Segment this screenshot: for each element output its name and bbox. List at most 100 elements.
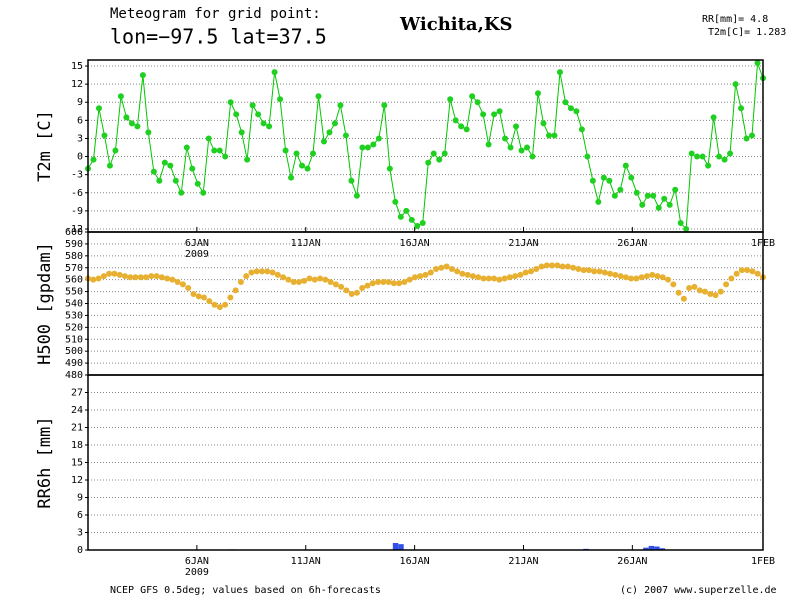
dot <box>485 275 492 282</box>
dot <box>169 276 176 283</box>
dot <box>343 287 350 294</box>
dot <box>406 276 413 283</box>
marker <box>743 135 750 142</box>
marker <box>408 216 415 223</box>
marker <box>441 150 448 157</box>
marker <box>260 120 267 127</box>
dot <box>443 263 450 270</box>
bar <box>398 544 404 550</box>
marker <box>304 165 311 172</box>
marker <box>117 93 124 100</box>
dot <box>385 279 392 286</box>
dot <box>559 263 566 270</box>
marker <box>727 150 734 157</box>
dot <box>628 275 635 282</box>
dot <box>243 273 250 280</box>
dot <box>121 273 128 280</box>
bar <box>648 545 655 550</box>
dot <box>738 267 745 274</box>
dot <box>274 271 281 278</box>
marker <box>189 165 196 172</box>
dot <box>390 280 397 287</box>
y-tick-label: 0 <box>77 545 83 556</box>
marker <box>271 69 278 76</box>
dot <box>306 275 313 282</box>
dot <box>295 279 302 286</box>
dot <box>527 268 534 275</box>
marker <box>622 162 629 169</box>
y-tick-label: 520 <box>65 322 83 333</box>
marker <box>699 153 706 160</box>
dot <box>570 264 577 271</box>
x-tick-label: 6JAN <box>185 556 209 567</box>
marker <box>167 162 174 169</box>
dot <box>248 269 255 276</box>
dot <box>464 271 471 278</box>
marker <box>293 150 300 157</box>
dot <box>580 267 587 274</box>
dot <box>380 279 387 286</box>
dot <box>348 290 355 297</box>
dot <box>585 267 592 274</box>
dot <box>359 285 366 292</box>
y-tick-label: 12 <box>71 475 83 486</box>
marker <box>485 141 492 148</box>
y-tick-label: 6 <box>77 115 83 126</box>
dot <box>427 269 434 276</box>
dot <box>696 287 703 294</box>
marker <box>134 123 141 130</box>
marker <box>112 147 119 154</box>
dot <box>259 268 266 275</box>
t2m-mean: T2m[C]= 1.283 <box>708 27 786 38</box>
dot <box>396 280 403 287</box>
dot <box>332 281 339 288</box>
marker <box>359 144 366 151</box>
y-tick-label: 3 <box>77 528 83 539</box>
marker <box>573 108 580 115</box>
marker <box>507 144 514 151</box>
dot <box>459 270 466 277</box>
dot <box>701 288 708 295</box>
dot <box>401 279 408 286</box>
marker <box>95 105 102 112</box>
marker <box>677 219 684 226</box>
dot <box>575 265 582 272</box>
marker <box>480 111 487 118</box>
marker <box>556 69 563 76</box>
marker <box>255 111 262 118</box>
dot <box>311 276 318 283</box>
y-axis-label: T2m [C] <box>35 110 55 182</box>
y-tick-label: 570 <box>65 263 83 274</box>
dot <box>422 271 429 278</box>
dot <box>633 275 640 282</box>
dot <box>417 273 424 280</box>
marker <box>331 120 338 127</box>
dot <box>480 275 487 282</box>
y-tick-label: 21 <box>71 423 83 434</box>
dot <box>607 270 614 277</box>
marker <box>666 201 673 208</box>
marker <box>496 108 503 115</box>
marker <box>458 123 465 130</box>
x-tick-label: 26JAN <box>617 238 647 249</box>
marker <box>529 153 536 160</box>
y-tick-label: 0 <box>77 152 83 163</box>
marker <box>392 198 399 205</box>
dot <box>338 283 345 290</box>
dot <box>691 283 698 290</box>
marker <box>705 162 712 169</box>
dot <box>237 279 244 286</box>
dot <box>475 274 482 281</box>
coords: lon=−97.5 lat=37.5 <box>110 25 327 49</box>
marker <box>469 93 476 100</box>
marker <box>277 96 284 103</box>
y-axis-label: RR6h [mm] <box>35 416 55 508</box>
marker <box>397 213 404 220</box>
marker <box>375 135 382 142</box>
marker <box>233 111 240 118</box>
y-tick-label: 580 <box>65 251 83 262</box>
dot <box>749 268 756 275</box>
y-tick-label: 18 <box>71 440 83 451</box>
dot <box>158 274 165 281</box>
marker <box>128 120 135 127</box>
